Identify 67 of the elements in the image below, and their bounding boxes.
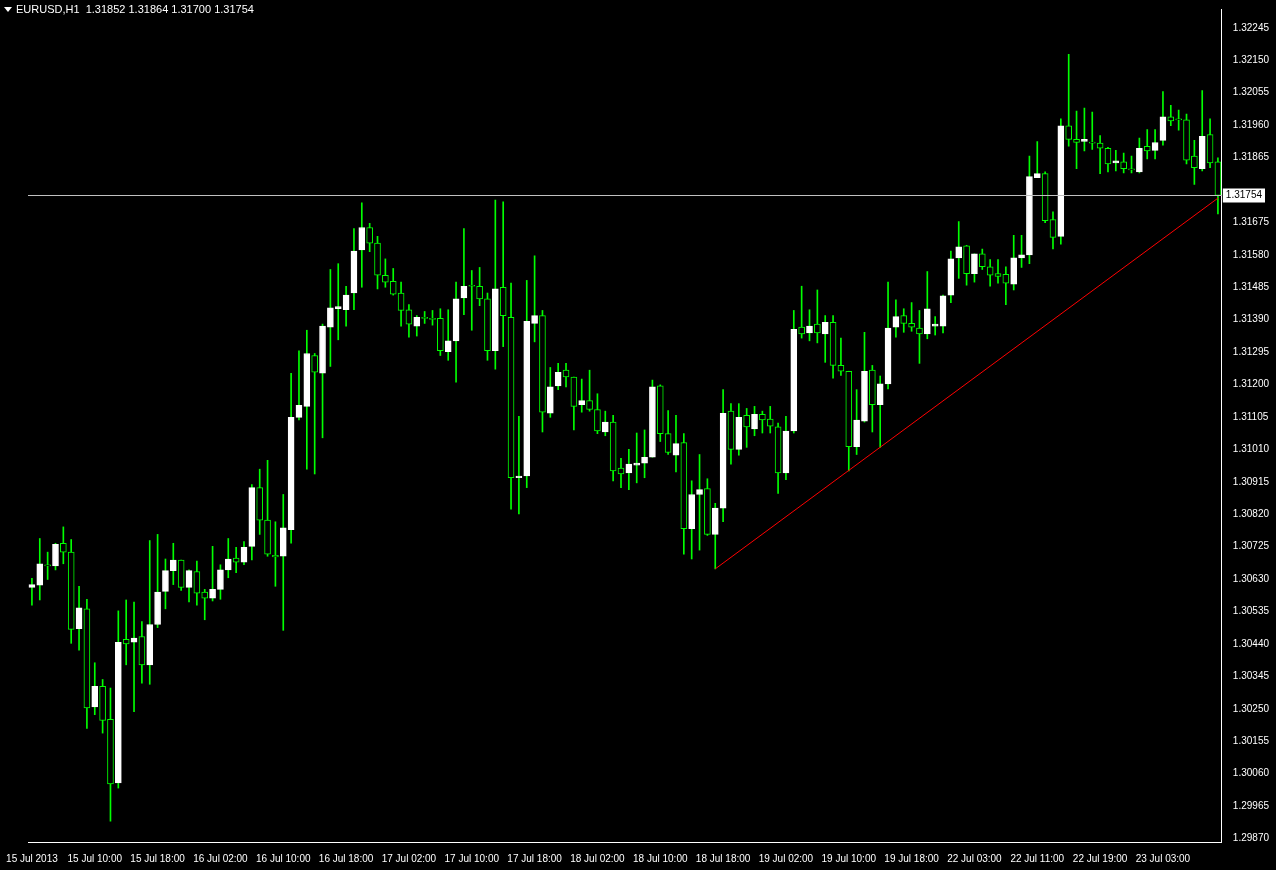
y-tick-label: 1.29965 (1232, 799, 1270, 811)
x-tick-label: 19 Jul 10:00 (821, 852, 877, 864)
candlestick (130, 601, 138, 712)
ref-line-label: 1.31754 (1225, 189, 1263, 201)
candlestick (994, 259, 1002, 284)
candlestick (468, 270, 476, 331)
x-tick-label: 19 Jul 02:00 (758, 852, 814, 864)
candlestick (821, 315, 829, 363)
candlestick (28, 578, 36, 606)
x-tick-label: 18 Jul 18:00 (695, 852, 751, 864)
x-tick-label: 19 Jul 18:00 (884, 852, 940, 864)
x-tick-label: 18 Jul 10:00 (633, 852, 688, 864)
candlestick (1143, 129, 1151, 160)
y-tick-label: 1.30345 (1232, 670, 1270, 682)
x-tick-label: 23 Jul 03:00 (1135, 852, 1191, 864)
candlestick (578, 378, 586, 413)
y-tick-label: 1.30440 (1232, 637, 1270, 649)
candlestick (295, 350, 303, 421)
candlestick (279, 494, 287, 631)
y-tick-label: 1.31580 (1232, 248, 1270, 260)
y-tick-label: 1.31485 (1232, 280, 1270, 292)
candlestick (444, 309, 452, 361)
x-tick-label: 15 Jul 18:00 (130, 852, 186, 864)
candlestick (1033, 141, 1041, 178)
x-tick-label: 22 Jul 11:00 (1010, 852, 1065, 864)
y-tick-label: 1.30060 (1232, 767, 1270, 779)
candlestick (672, 414, 680, 473)
x-tick-label: 16 Jul 02:00 (193, 852, 249, 864)
candlestick (334, 263, 342, 341)
y-tick-label: 1.32150 (1232, 53, 1270, 65)
y-tick-label: 1.30535 (1232, 605, 1270, 617)
y-tick-label: 1.31105 (1232, 410, 1269, 422)
y-tick-label: 1.30915 (1232, 475, 1270, 487)
candlestick (201, 589, 209, 621)
y-tick-label: 1.30250 (1232, 702, 1270, 714)
candlestick (955, 221, 963, 279)
candlestick (837, 337, 845, 376)
y-tick-label: 1.32055 (1232, 86, 1270, 98)
x-tick-label: 17 Jul 18:00 (507, 852, 563, 864)
x-tick-label: 22 Jul 19:00 (1072, 852, 1128, 864)
y-tick-label: 1.31865 (1232, 151, 1270, 163)
x-tick-label: 17 Jul 10:00 (444, 852, 500, 864)
y-tick-label: 1.31295 (1232, 345, 1270, 357)
x-tick-label: 17 Jul 02:00 (381, 852, 437, 864)
candlestick (311, 353, 319, 475)
y-tick-label: 1.31200 (1232, 378, 1270, 390)
y-tick-label: 1.30725 (1232, 540, 1270, 552)
candlestick (1065, 54, 1073, 147)
y-tick-label: 1.30155 (1232, 735, 1270, 747)
y-tick-label: 1.31010 (1232, 443, 1270, 455)
x-tick-label: 22 Jul 03:00 (947, 852, 1003, 864)
x-tick-label: 15 Jul 10:00 (67, 852, 123, 864)
x-tick-label: 16 Jul 10:00 (256, 852, 311, 864)
y-tick-label: 1.29870 (1232, 832, 1270, 844)
y-tick-label: 1.32245 (1232, 21, 1270, 33)
chart-title: EURUSD,H1 1.31852 1.31864 1.31700 1.31754 (16, 3, 254, 15)
candlestick (499, 201, 507, 347)
x-tick-label: 16 Jul 18:00 (318, 852, 374, 864)
x-tick-label: 18 Jul 02:00 (570, 852, 626, 864)
y-tick-label: 1.31960 (1232, 118, 1270, 130)
x-tick-label: 15 Jul 2013 (6, 852, 59, 864)
y-tick-label: 1.31675 (1232, 216, 1270, 228)
candlestick (122, 599, 130, 666)
y-tick-label: 1.30630 (1232, 572, 1270, 584)
y-tick-label: 1.30820 (1232, 508, 1270, 520)
candlestick (1088, 111, 1096, 150)
y-tick-label: 1.31390 (1232, 313, 1270, 325)
